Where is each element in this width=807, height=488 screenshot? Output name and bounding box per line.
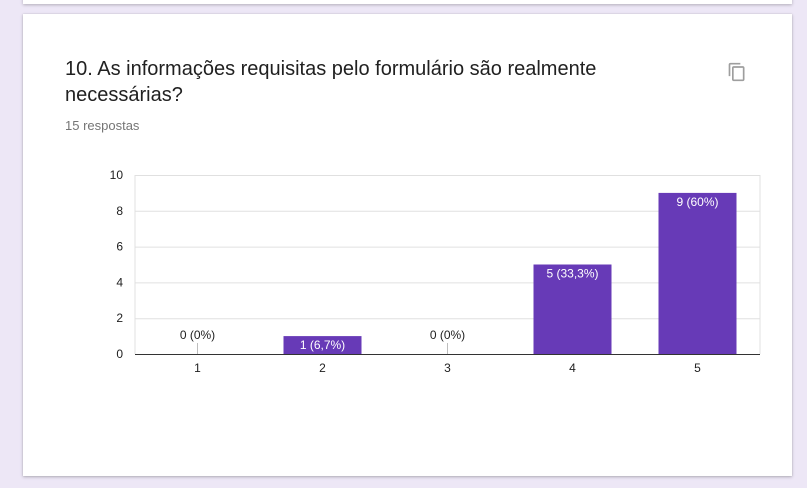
y-tick-label: 6 xyxy=(116,240,123,254)
y-tick-label: 10 xyxy=(110,168,124,182)
data-label: 1 (6,7%) xyxy=(300,338,345,352)
x-tick-label: 4 xyxy=(569,361,576,375)
bars xyxy=(198,193,737,354)
y-tick-label: 2 xyxy=(116,311,123,325)
data-label: 9 (60%) xyxy=(676,195,718,209)
x-tick-label: 5 xyxy=(694,361,701,375)
bar xyxy=(659,193,737,354)
x-tick-label: 1 xyxy=(194,361,201,375)
data-label: 0 (0%) xyxy=(180,328,215,342)
x-tick-label: 2 xyxy=(319,361,326,375)
labels: 0 2 4 6 8 10 0 (0%) 1 1 (6,7%) 2 0 (0%) 3 5 (33,3%) 4… xyxy=(110,168,719,375)
data-label: 0 (0%) xyxy=(430,328,465,342)
x-tick-label: 3 xyxy=(444,361,451,375)
previous-card xyxy=(23,0,792,4)
question-card: 10. As informações requisitas pelo formu… xyxy=(23,14,792,476)
y-tick-label: 0 xyxy=(116,347,123,361)
bar-chart: 0 2 4 6 8 10 0 (0%) 1 1 (6,7%) 2 0 (0%) 3 5 (33,3%) 4… xyxy=(23,14,792,476)
data-label: 5 (33,3%) xyxy=(546,267,598,281)
y-tick-label: 4 xyxy=(116,275,123,289)
y-tick-label: 8 xyxy=(116,204,123,218)
